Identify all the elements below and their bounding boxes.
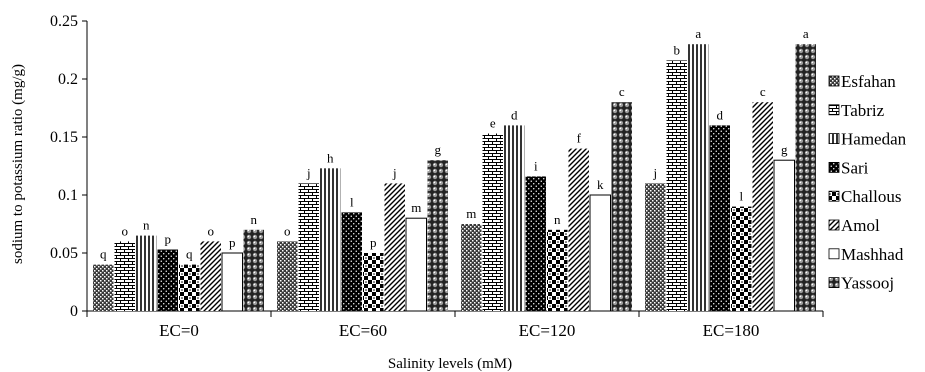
legend-label-sari: Sari xyxy=(841,158,869,177)
bar-hamedan xyxy=(688,44,709,311)
x-category-label: EC=180 xyxy=(703,321,760,340)
significance-letter: p xyxy=(165,232,172,247)
legend-label-mashhad: Mashhad xyxy=(841,245,904,264)
significance-letter: c xyxy=(619,84,625,99)
significance-letter: q xyxy=(186,247,193,262)
bar-challous xyxy=(547,229,568,311)
legend-label-hamedan: Hamedan xyxy=(841,130,907,149)
y-tick-label: 0.2 xyxy=(58,71,78,88)
bar-tabriz xyxy=(666,60,687,311)
bar-esfahan xyxy=(277,241,298,311)
significance-letter: m xyxy=(411,200,421,215)
bar-tabriz xyxy=(298,183,319,311)
significance-letter: j xyxy=(392,165,397,180)
significance-letter: e xyxy=(490,116,496,131)
legend-box xyxy=(826,69,925,309)
x-category-label: EC=60 xyxy=(339,321,387,340)
legend: Esfahan Tabriz Hamedan Sari Challous Amol Mash… xyxy=(828,72,907,293)
legend-swatch-sari xyxy=(828,161,840,173)
significance-letter: n xyxy=(554,212,561,227)
significance-letter: q xyxy=(100,247,107,262)
bar-challous xyxy=(731,206,752,311)
significance-letter: m xyxy=(466,206,476,221)
bar-tabriz xyxy=(114,241,135,311)
y-axis-ticks: 0 0.05 0.1 0.15 0.2 0.25 xyxy=(50,13,87,320)
bar-sari xyxy=(157,249,178,311)
bar-challous xyxy=(179,264,200,311)
legend-swatch-mashhad xyxy=(828,248,840,260)
bar-yassooj xyxy=(795,44,816,311)
significance-letter: j xyxy=(652,165,657,180)
bar-series xyxy=(93,44,816,312)
significance-letter: a xyxy=(695,26,701,41)
significance-letter: k xyxy=(597,177,604,192)
bar-amol xyxy=(384,183,405,311)
y-tick-label: 0.15 xyxy=(50,129,78,146)
y-axis-title: sodium to potassium ratio (mg/g) xyxy=(10,64,26,264)
significance-letter: i xyxy=(534,158,538,173)
legend-label-tabriz: Tabriz xyxy=(841,101,885,120)
bar-amol xyxy=(200,241,221,311)
bar-hamedan xyxy=(320,168,341,311)
bar-hamedan xyxy=(136,235,157,311)
bar-challous xyxy=(363,253,384,311)
bar-mashhad xyxy=(405,217,427,312)
bar-mashhad xyxy=(589,194,611,312)
bar-yassooj xyxy=(611,102,632,311)
x-category-label: EC=120 xyxy=(519,321,576,340)
legend-label-challous: Challous xyxy=(841,187,901,206)
legend-swatch-esfahan xyxy=(828,75,840,87)
x-category-label: EC=0 xyxy=(159,321,199,340)
legend-swatch-hamedan xyxy=(828,133,840,145)
y-tick-label: 0.25 xyxy=(50,13,78,30)
legend-label-amol: Amol xyxy=(841,216,880,235)
bar-yassooj xyxy=(243,229,264,311)
significance-letter: l xyxy=(350,194,354,209)
bar-tabriz xyxy=(482,133,503,311)
y-tick-label: 0.05 xyxy=(50,245,78,262)
x-axis-categories: EC=0 EC=60 EC=120 EC=180 xyxy=(86,311,824,340)
significance-letter: a xyxy=(803,26,809,41)
bar-mashhad xyxy=(221,252,243,312)
significance-letter: o xyxy=(122,223,129,238)
bar-sari xyxy=(709,125,730,312)
significance-letter: d xyxy=(717,107,724,122)
significance-letter: g xyxy=(781,142,788,157)
significance-letter: j xyxy=(306,165,311,180)
legend-swatch-tabriz xyxy=(828,104,840,116)
bar-amol xyxy=(568,148,589,311)
significance-letter: p xyxy=(229,235,236,250)
legend-label-yassooj: Yassooj xyxy=(841,274,894,293)
significance-letter: n xyxy=(251,212,258,227)
x-axis-title: Salinity levels (mM) xyxy=(388,356,512,372)
bar-hamedan xyxy=(504,125,525,312)
significance-letter: n xyxy=(143,218,150,233)
significance-letter: p xyxy=(370,235,377,250)
significance-letter: o xyxy=(284,223,291,238)
bar-amol xyxy=(752,102,773,311)
significance-letter: g xyxy=(435,142,442,157)
legend-label-esfahan: Esfahan xyxy=(841,72,896,91)
bar-sari xyxy=(525,176,546,311)
significance-letter: c xyxy=(760,84,766,99)
bar-sari xyxy=(341,212,362,311)
legend-swatch-amol xyxy=(828,219,840,231)
bar-esfahan xyxy=(93,264,114,311)
significance-letter: h xyxy=(327,150,334,165)
bar-mashhad xyxy=(773,159,795,312)
y-tick-label: 0 xyxy=(70,303,78,320)
legend-swatch-challous xyxy=(828,190,840,202)
legend-swatch-yassooj xyxy=(828,277,840,289)
significance-letter: l xyxy=(739,189,743,204)
bar-yassooj xyxy=(427,160,448,311)
significance-letter: o xyxy=(208,223,215,238)
significance-letter: f xyxy=(577,131,582,146)
significance-letter: d xyxy=(511,107,518,122)
significance-letter: b xyxy=(674,42,681,57)
bar-esfahan xyxy=(461,224,482,311)
bar-esfahan xyxy=(645,183,666,311)
y-tick-label: 0.1 xyxy=(58,187,78,204)
